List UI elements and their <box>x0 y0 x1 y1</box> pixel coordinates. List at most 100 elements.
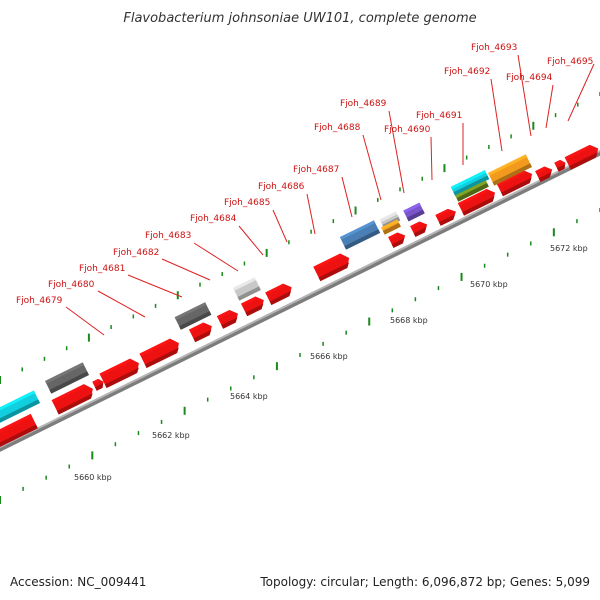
olive-feature <box>455 180 489 202</box>
gene-label: Fjoh_4681 <box>79 264 125 274</box>
gene-feature <box>496 170 533 197</box>
gene-feature <box>410 221 428 237</box>
feature-shadow <box>318 262 350 282</box>
feature-highlight <box>388 232 399 240</box>
feature-body <box>488 154 532 186</box>
leader-line <box>341 176 353 218</box>
gene-label: Fjoh_4680 <box>48 280 95 290</box>
backbone-shadow <box>0 150 600 452</box>
feature-highlight <box>554 159 562 166</box>
backbone-line <box>0 149 600 449</box>
feature-shadow <box>501 177 532 197</box>
feature-shadow <box>221 317 238 329</box>
feature-shadow <box>538 172 552 182</box>
gene-label: Fjoh_4694 <box>506 73 553 83</box>
leader-line <box>97 290 146 318</box>
feature-highlight <box>381 219 399 231</box>
feature-highlight <box>216 309 231 319</box>
gene-label-group: Fjoh_4679 Fjoh_4680 Fjoh_4681 Fjoh_4682 Fjoh… <box>16 43 593 306</box>
kbp-label: 5668 kbp <box>390 316 428 325</box>
gene-label: Fjoh_4687 <box>293 165 339 175</box>
kbp-label-group: 5660 kbp 5662 kbp 5664 kbp 5666 kbp 5668 kbp… <box>74 244 588 482</box>
feature-highlight <box>51 384 86 403</box>
feature-body <box>139 338 179 369</box>
gene-feature <box>139 338 179 369</box>
feature-shadow <box>492 163 532 186</box>
gene-label: Fjoh_4683 <box>145 231 191 241</box>
gene-feature <box>216 309 238 329</box>
feature-body <box>403 202 425 222</box>
feature-highlight <box>241 296 257 307</box>
feature-body <box>174 302 212 330</box>
gene-feature <box>535 166 553 182</box>
leader-line <box>238 225 264 256</box>
orange-feature <box>488 154 532 186</box>
gene-feature <box>241 296 264 317</box>
gene-feature <box>51 384 93 415</box>
feature-highlight <box>403 202 421 214</box>
feature-body <box>339 220 381 250</box>
feature-shadow <box>193 329 212 343</box>
cyan-feature <box>450 170 490 196</box>
gene-feature <box>99 358 139 389</box>
feature-highlight <box>339 220 376 240</box>
gene-label: Fjoh_4688 <box>314 123 361 133</box>
feature-shadow <box>144 347 179 369</box>
feature-shadow <box>0 399 40 430</box>
feature-highlight <box>189 322 205 333</box>
feature-highlight <box>92 378 100 385</box>
feature-shadow <box>56 393 93 415</box>
feature-highlight <box>496 170 525 187</box>
feature-body <box>99 358 139 389</box>
feature-body <box>457 188 496 216</box>
gene-feature <box>313 253 350 282</box>
kbp-label: 5670 kbp <box>470 280 508 289</box>
gene-feature <box>189 322 212 343</box>
kbp-label: 5664 kbp <box>230 392 268 401</box>
kbp-label: 5662 kbp <box>152 431 190 440</box>
gene-label: Fjoh_4689 <box>340 99 387 109</box>
feature-shadow <box>237 286 261 301</box>
feature-shadow <box>438 214 455 226</box>
gene-label: Fjoh_4686 <box>258 182 305 192</box>
feature-highlight <box>45 362 85 384</box>
gene-label: Fjoh_4692 <box>444 67 490 77</box>
gene-feature <box>564 144 599 170</box>
feature-shadow <box>406 209 425 222</box>
gene-label: Fjoh_4679 <box>16 296 63 306</box>
accession-text: Accession: NC_009441 <box>10 575 146 589</box>
feature-shadow <box>94 383 103 391</box>
feature-body <box>233 277 261 301</box>
feature-body <box>0 413 38 461</box>
feature-body <box>313 253 350 282</box>
inner-tick-track <box>0 208 600 504</box>
feature-body <box>496 170 533 197</box>
gene-feature <box>388 232 406 248</box>
feature-shadow <box>453 175 490 196</box>
feature-body <box>265 283 292 306</box>
kbp-label: 5660 kbp <box>74 473 112 482</box>
feature-body <box>564 144 599 170</box>
kbp-label: 5672 kbp <box>550 244 588 253</box>
leader-line <box>306 193 316 235</box>
leader-line <box>272 209 288 243</box>
feature-shadow <box>391 238 405 248</box>
leader-line <box>517 54 532 137</box>
gene-label: Fjoh_4690 <box>384 125 431 135</box>
gene-label: Fjoh_4685 <box>224 198 270 208</box>
leader-line <box>388 110 405 194</box>
orange-feature <box>381 219 401 235</box>
leader-line <box>430 136 433 181</box>
outer-tick-track <box>0 92 600 384</box>
gene-feature <box>457 188 496 216</box>
feature-shadow <box>462 196 495 216</box>
feature-shadow <box>344 229 381 250</box>
feature-shadow <box>569 152 598 170</box>
steel-blue-feature <box>339 220 381 250</box>
feature-highlight <box>0 390 36 420</box>
feature-track <box>0 144 599 461</box>
feature-highlight <box>265 283 285 296</box>
leader-line <box>545 84 554 129</box>
leader-line <box>567 63 595 122</box>
feature-shadow <box>382 223 401 235</box>
